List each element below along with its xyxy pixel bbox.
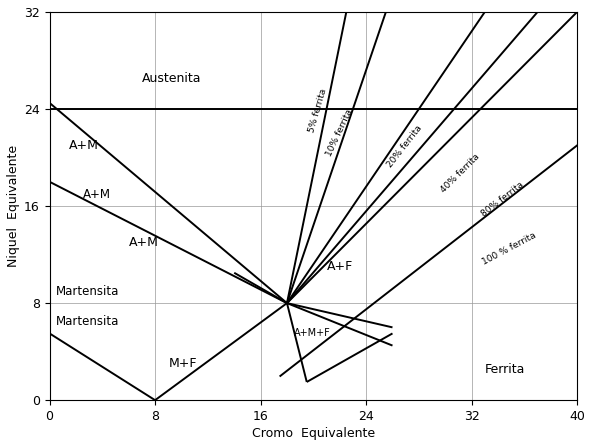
Text: A+M+F: A+M+F (294, 329, 330, 338)
Text: M+F: M+F (168, 357, 197, 370)
Text: Martensita: Martensita (56, 285, 120, 298)
Text: 100 % ferrita: 100 % ferrita (481, 231, 538, 267)
Text: Ferrita: Ferrita (485, 363, 525, 376)
Text: A+M: A+M (69, 139, 99, 152)
Text: A+M: A+M (128, 236, 159, 249)
Text: Martensita: Martensita (56, 315, 120, 328)
Text: 40% ferrita: 40% ferrita (439, 152, 481, 194)
Text: 5% ferrita: 5% ferrita (307, 87, 329, 133)
Text: Austenita: Austenita (142, 72, 201, 85)
Text: 80% ferrita: 80% ferrita (480, 180, 525, 218)
Text: A+F: A+F (327, 260, 353, 273)
Text: 20% ferrita: 20% ferrita (385, 124, 424, 170)
Y-axis label: Niquel  Equivalente: Niquel Equivalente (7, 145, 20, 267)
X-axis label: Cromo  Equivalente: Cromo Equivalente (252, 427, 375, 440)
Text: 10% ferrita: 10% ferrita (325, 107, 355, 157)
Text: A+M: A+M (82, 188, 111, 201)
